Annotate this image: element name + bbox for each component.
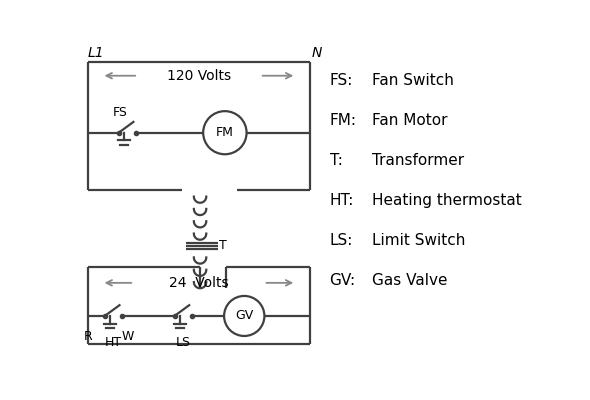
Text: LS: LS — [176, 336, 191, 349]
Text: FS:: FS: — [329, 73, 353, 88]
Text: T: T — [219, 239, 227, 252]
Text: N: N — [312, 46, 322, 60]
Text: L1: L1 — [88, 46, 104, 60]
Text: 24  Volts: 24 Volts — [169, 276, 229, 290]
Text: W: W — [122, 330, 134, 343]
Text: Heating thermostat: Heating thermostat — [372, 193, 522, 208]
Text: HT: HT — [104, 336, 122, 349]
Text: GV: GV — [235, 310, 253, 322]
Text: Limit Switch: Limit Switch — [372, 233, 466, 248]
Text: Gas Valve: Gas Valve — [372, 273, 448, 288]
Text: FM:: FM: — [329, 113, 356, 128]
Text: GV:: GV: — [329, 273, 356, 288]
Text: R: R — [83, 330, 92, 343]
Text: T:: T: — [329, 153, 342, 168]
Text: Fan Motor: Fan Motor — [372, 113, 448, 128]
Text: FS: FS — [113, 106, 127, 119]
Text: LS:: LS: — [329, 233, 353, 248]
Text: 120 Volts: 120 Volts — [167, 69, 231, 83]
Text: FM: FM — [216, 126, 234, 139]
Text: Fan Switch: Fan Switch — [372, 73, 454, 88]
Text: HT:: HT: — [329, 193, 354, 208]
Text: Transformer: Transformer — [372, 153, 464, 168]
